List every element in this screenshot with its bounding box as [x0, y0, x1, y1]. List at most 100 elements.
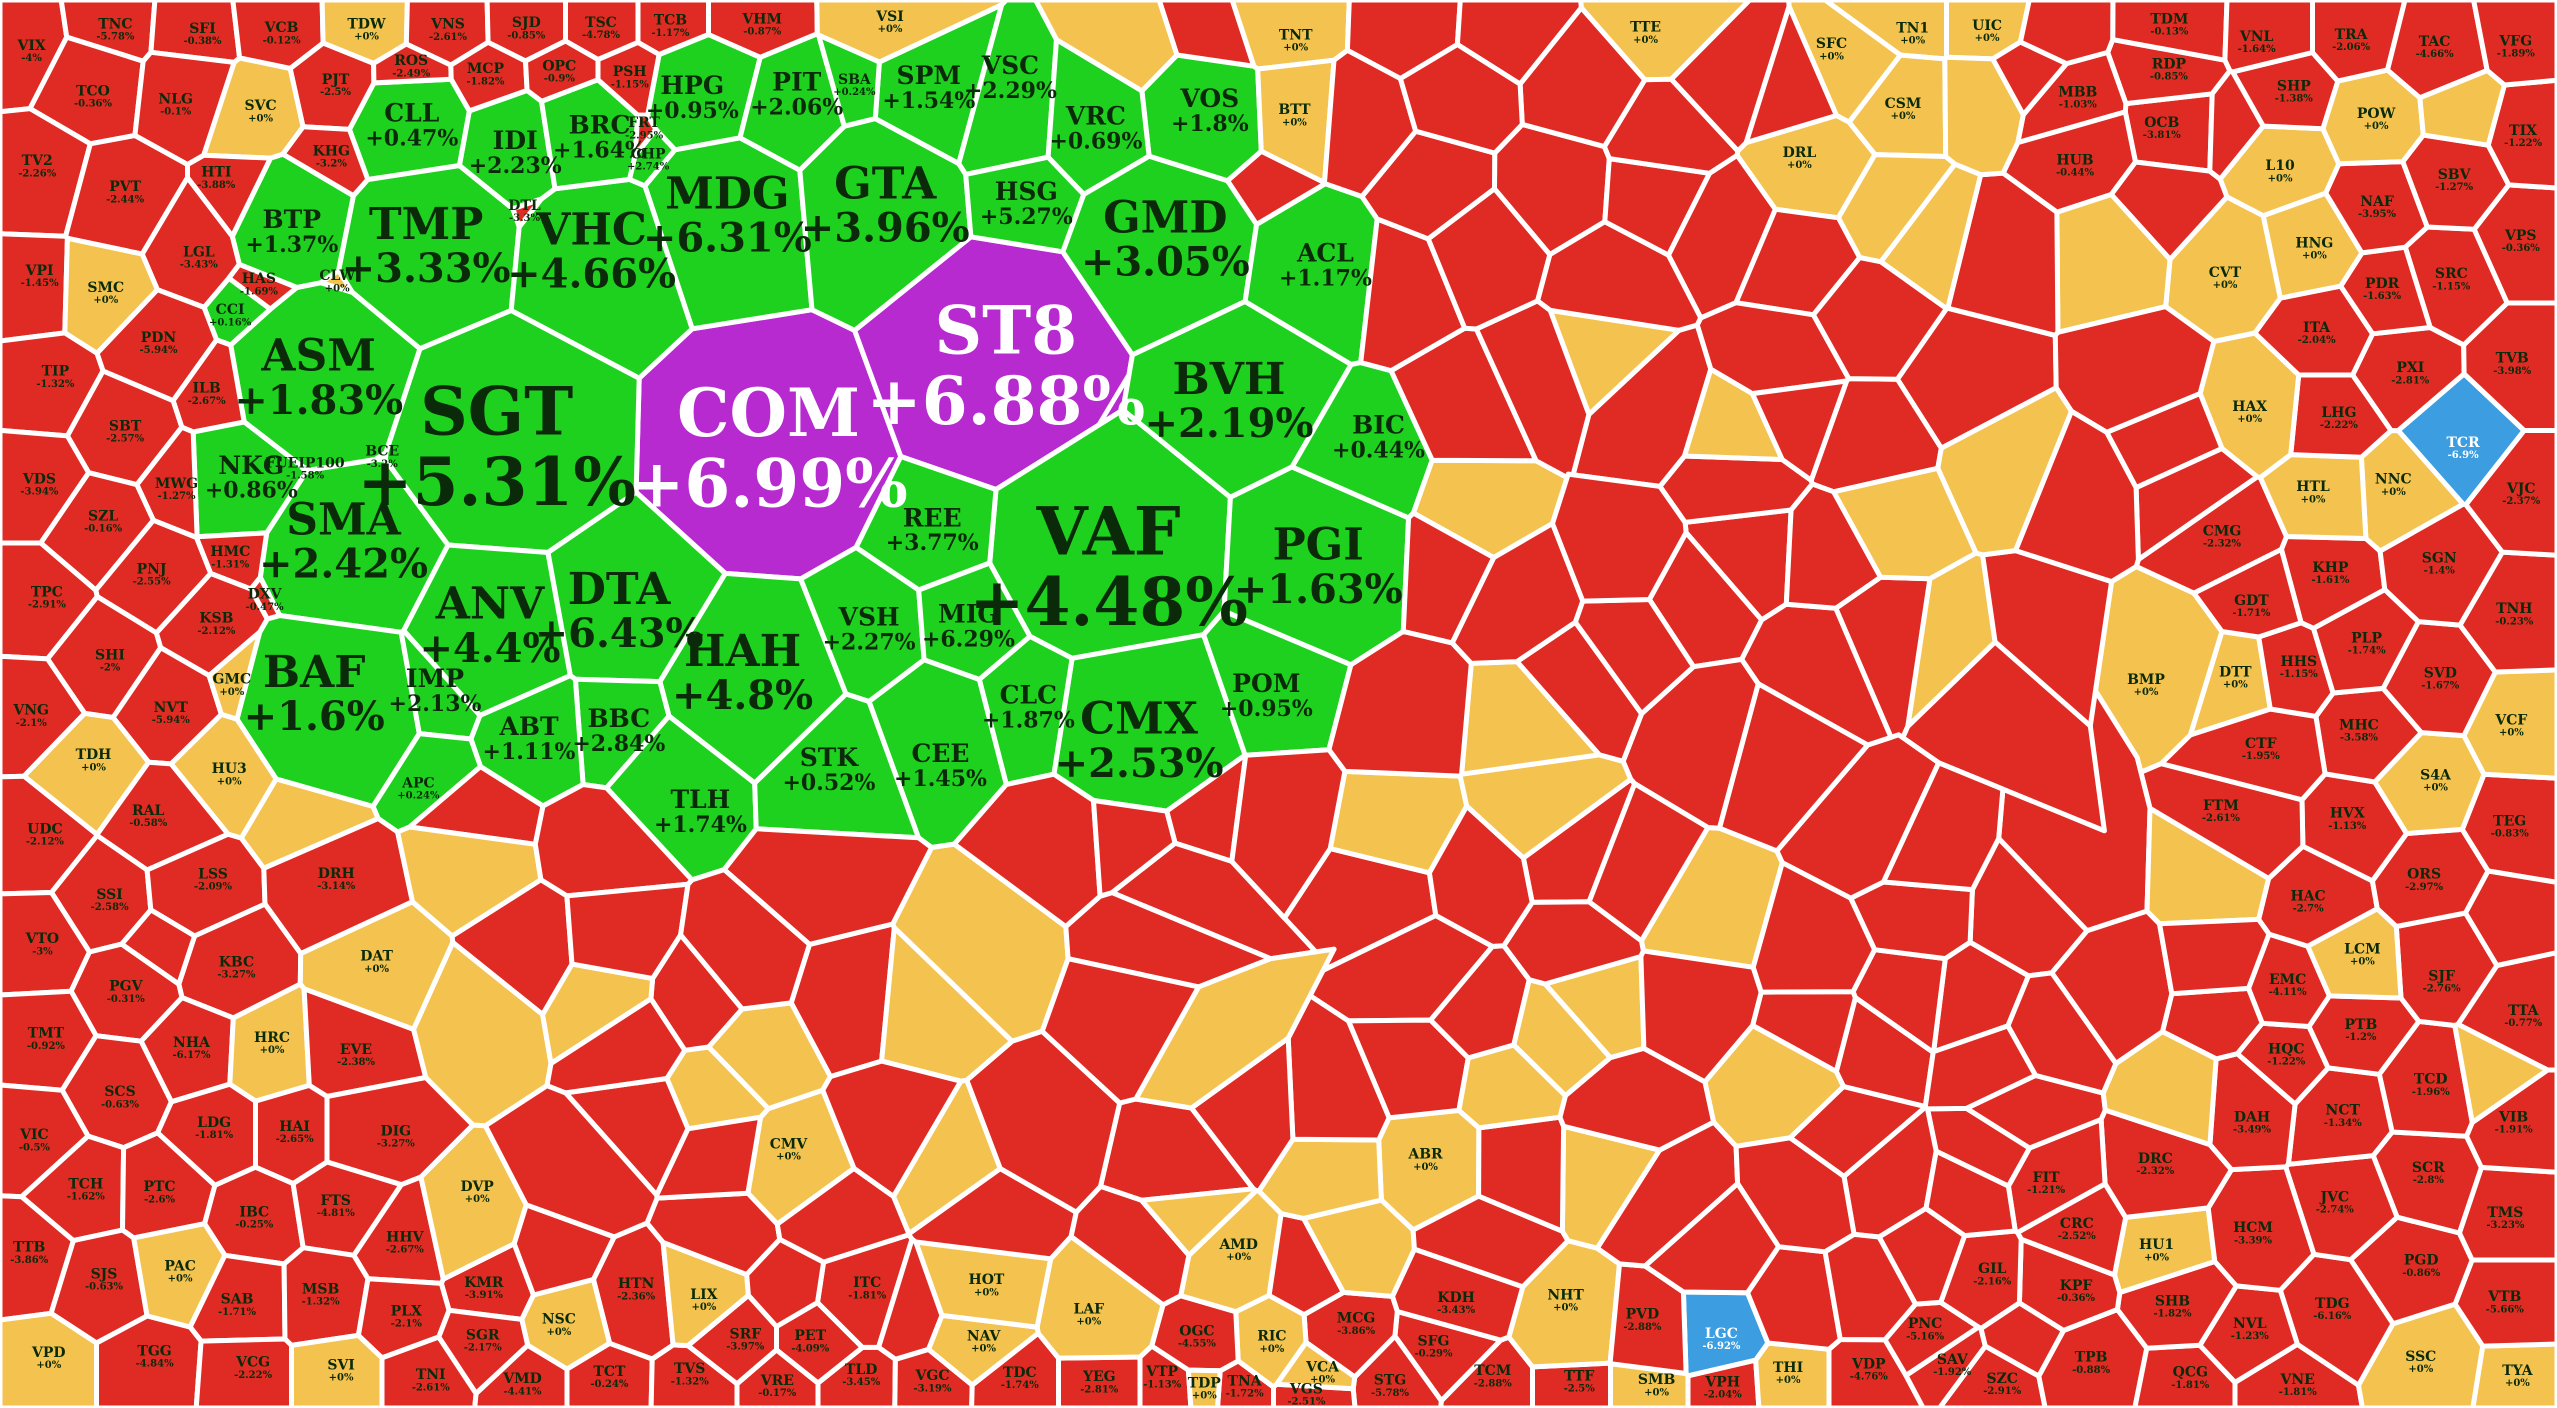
ticker-change: +2.42% — [259, 541, 428, 588]
cell-frt[interactable] — [632, 112, 659, 158]
ticker-change: +0.86% — [205, 478, 298, 504]
labels-layer: COM+6.99%ST8+6.88%SGT+5.31%VAF+4.48%TMP+… — [10, 9, 2543, 1408]
ticker-symbol: MWG — [155, 476, 198, 492]
ticker-change: -1.27% — [2435, 182, 2474, 193]
ticker-symbol: PTB — [2345, 1017, 2378, 1033]
ticker-symbol: SFC — [1816, 36, 1847, 52]
ticker-symbol: SMB — [1638, 1372, 1676, 1388]
ticker-change: -0.44% — [2056, 168, 2095, 179]
ticker-change: -3.98% — [2493, 366, 2532, 377]
ticker-change: -4.84% — [136, 1359, 175, 1370]
ticker-change: +0% — [1192, 1391, 1217, 1402]
ticker-symbol: TNH — [2496, 601, 2532, 617]
ticker-symbol: IMP — [406, 664, 464, 693]
ticker-symbol: TTB — [13, 1240, 45, 1256]
ticker-change: +2.13% — [389, 691, 482, 717]
ticker-change: +3.05% — [1081, 239, 1250, 286]
ticker-symbol: VPH — [1704, 1374, 1740, 1390]
cell-has[interactable] — [226, 261, 300, 312]
ticker-change: -4.81% — [317, 1208, 356, 1219]
cell-hti[interactable] — [185, 152, 273, 239]
ticker-symbol: STG — [1374, 1373, 1406, 1389]
ticker-symbol: ABR — [1407, 1147, 1443, 1163]
ticker-symbol: TNI — [416, 1367, 446, 1383]
cell-filler — [1749, 378, 1850, 483]
cell-tra[interactable] — [2310, 0, 2408, 84]
ticker-change: +0% — [81, 762, 106, 773]
ticker-symbol: PVD — [1626, 1307, 1660, 1323]
ticker-change: -1.22% — [2504, 138, 2543, 149]
cell-tdp[interactable] — [1185, 1367, 1223, 1408]
ticker-symbol: ANV — [435, 579, 545, 630]
ticker-symbol: HAX — [2232, 399, 2267, 415]
ticker-change: -3.43% — [1437, 1305, 1476, 1316]
cell-filler — [1400, 510, 1497, 646]
cell-vfg[interactable] — [2471, 0, 2557, 88]
ticker-change: -3.94% — [20, 487, 59, 498]
ticker-change: -1.21% — [2027, 1185, 2066, 1196]
ticker-change: -3.95% — [2358, 209, 2397, 220]
ticker-symbol: HOT — [968, 1272, 1004, 1288]
ticker-symbol: VDP — [1851, 1356, 1886, 1372]
cell-hsg[interactable] — [963, 154, 1087, 255]
ticker-change: -0.92% — [27, 1041, 66, 1052]
ticker-change: -2.88% — [1474, 1378, 1513, 1389]
ticker-symbol: POW — [2357, 106, 2396, 122]
ticker-change: -1.71% — [2232, 608, 2271, 619]
ticker-change: -0.58% — [129, 818, 168, 829]
ticker-symbol: TVB — [2496, 351, 2529, 367]
ticker-change: -2.81% — [2391, 375, 2430, 386]
ticker-symbol: TDG — [2315, 1296, 2350, 1312]
cell-fueip100[interactable] — [297, 462, 312, 475]
ticker-change: -0.63% — [85, 1282, 124, 1293]
cell-khg[interactable] — [280, 124, 371, 199]
ticker-change: +0% — [1076, 1317, 1101, 1328]
ticker-symbol: COM — [677, 374, 860, 452]
ticker-change: -0.36% — [2057, 1293, 2096, 1304]
ticker-symbol: HHV — [386, 1229, 424, 1245]
ticker-symbol: TN1 — [1896, 21, 1929, 37]
cell-clw[interactable] — [318, 267, 355, 295]
cell-tcb[interactable] — [635, 0, 711, 57]
ticker-change: -0.83% — [2491, 829, 2530, 840]
ticker-symbol: SSI — [96, 887, 122, 903]
ticker-change: -1.4% — [2424, 566, 2456, 577]
ticker-symbol: PNC — [1908, 1316, 1942, 1332]
cell-dtl[interactable] — [510, 196, 544, 230]
ticker-change: +5.27% — [980, 204, 1073, 230]
ticker-symbol: GTA — [834, 158, 937, 209]
cell-vhm[interactable] — [706, 0, 820, 60]
ticker-change: +0% — [93, 295, 118, 306]
ticker-change: -0.17% — [758, 1388, 797, 1399]
ticker-change: -2.04% — [1704, 1390, 1743, 1401]
ticker-change: -3.86% — [1337, 1326, 1376, 1337]
cell-filler — [1822, 1231, 1918, 1343]
ticker-symbol: OGC — [1179, 1324, 1214, 1340]
ticker-symbol: DXV — [248, 587, 283, 603]
ticker-symbol: HQC — [2268, 1041, 2305, 1057]
ticker-change: -1.72% — [1226, 1388, 1265, 1399]
cell-bce[interactable] — [372, 450, 389, 463]
ticker-change: +0.69% — [1049, 129, 1142, 155]
ticker-symbol: NLG — [158, 92, 193, 108]
ticker-symbol: SHI — [95, 648, 125, 664]
ticker-change: +2.84% — [572, 731, 665, 757]
ticker-symbol: LCM — [2344, 941, 2380, 957]
ticker-change: +0% — [1891, 111, 1916, 122]
ticker-symbol: VSC — [981, 51, 1039, 80]
ticker-symbol: SFG — [1417, 1333, 1449, 1349]
ticker-change: -3.3% — [509, 213, 541, 224]
ticker-change: +0% — [1776, 1375, 1801, 1386]
ticker-symbol: VCF — [2494, 712, 2527, 728]
ticker-change: -2.67% — [188, 396, 227, 407]
cell-chp[interactable] — [627, 126, 678, 189]
ticker-change: -1.95% — [2242, 751, 2281, 762]
ticker-symbol: TEG — [2493, 813, 2526, 829]
ticker-change: -3.2% — [316, 159, 348, 170]
ticker-symbol: VRC — [1065, 102, 1126, 131]
ticker-symbol: VGS — [1289, 1382, 1323, 1398]
ticker-symbol: GDT — [2234, 593, 2269, 609]
ticker-change: +0% — [1283, 43, 1308, 54]
cell-vsi[interactable] — [814, 0, 1009, 65]
